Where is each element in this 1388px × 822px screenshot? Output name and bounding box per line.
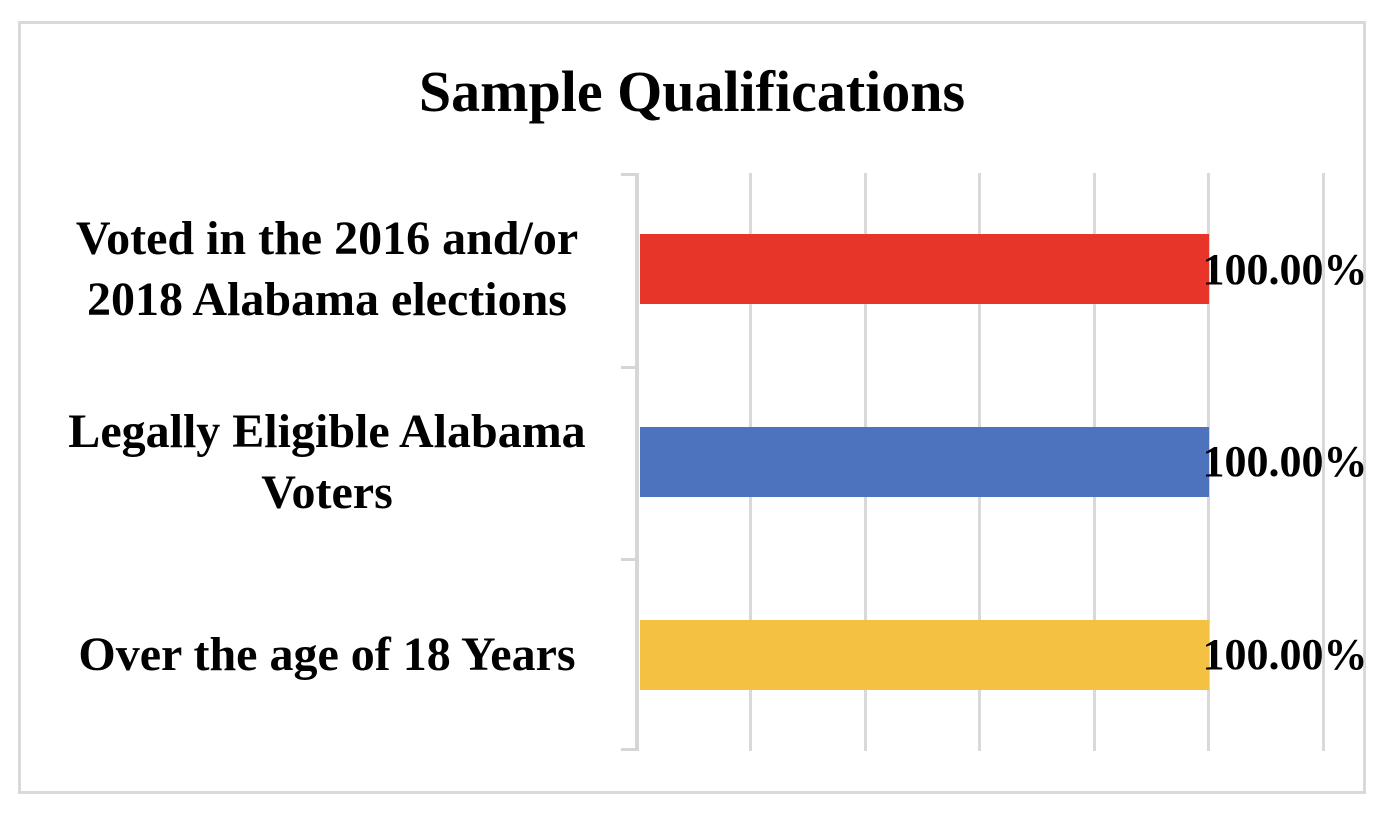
chart-title: Sample Qualifications: [418, 59, 966, 124]
chart-figure: Sample Qualifications Voted in the 2016 …: [18, 21, 1368, 794]
category-label: Voted in the 2016 and/or 2018 Alabama el…: [75, 211, 579, 327]
category-label: Legally Eligible Alabama Voters: [68, 404, 586, 519]
axis-tick: [621, 748, 636, 751]
chart-body: Voted in the 2016 and/or 2018 Alabama el…: [21, 173, 1368, 751]
axis-tick: [621, 365, 636, 369]
category-label: Over the age of 18 Years: [78, 627, 576, 681]
bar-row: Voted in the 2016 and/or 2018 Alabama el…: [21, 173, 1368, 366]
bar: [640, 234, 1209, 305]
bar: [640, 426, 1209, 497]
value-label: 100.00%: [1202, 437, 1368, 487]
bar: [640, 619, 1209, 690]
category-axis-line: [635, 173, 639, 751]
bar-row: Legally Eligible Alabama Voters 100.00%: [21, 366, 1367, 559]
bar-row: Over the age of 18 Years 100.00%: [21, 558, 1368, 751]
axis-tick: [621, 558, 636, 562]
value-label: 100.00%: [1202, 244, 1368, 294]
gridline: [1321, 173, 1325, 751]
gridline: [1207, 173, 1210, 751]
value-label: 100.00%: [1202, 630, 1368, 680]
axis-tick: [621, 173, 636, 176]
